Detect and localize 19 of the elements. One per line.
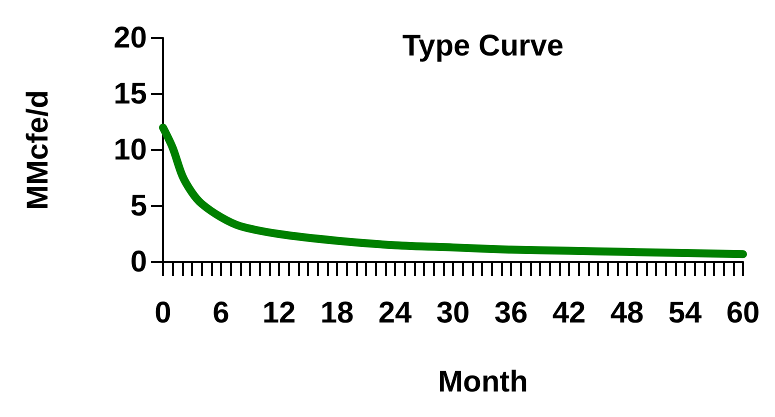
x-tick-label: 42 (552, 296, 586, 330)
x-tick-label: 30 (436, 296, 470, 330)
x-tick-label: 18 (320, 296, 354, 330)
x-tick-label: 12 (262, 296, 296, 330)
x-tick-label: 36 (494, 296, 528, 330)
chart-title: Type Curve (402, 30, 564, 62)
y-tick-label: 0 (130, 246, 147, 278)
x-tick-label: 6 (212, 296, 230, 330)
x-tick-label: 54 (668, 296, 702, 330)
x-tick-label: 24 (378, 296, 412, 330)
x-axis-title: Month (438, 366, 528, 398)
y-tick-label: 10 (114, 134, 147, 166)
x-tick-label: 60 (726, 296, 760, 330)
y-tick-label: 15 (114, 78, 147, 110)
y-tick-label: 20 (114, 22, 147, 54)
x-tick-label: 0 (154, 296, 172, 330)
y-axis-title: MMcfe/d (22, 90, 54, 210)
y-tick-label: 5 (130, 190, 147, 222)
x-tick-label: 48 (610, 296, 644, 330)
